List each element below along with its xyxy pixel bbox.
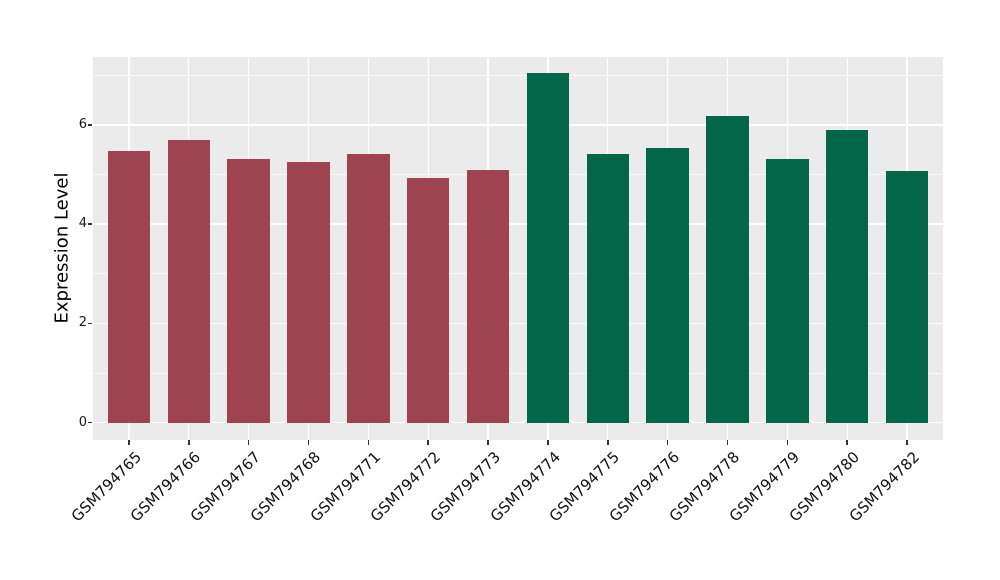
y-tick-label: 0	[78, 414, 87, 430]
x-tick-mark	[367, 440, 370, 445]
major-gridline	[93, 124, 943, 126]
x-tick-mark	[128, 440, 130, 445]
x-tick-mark	[188, 440, 190, 445]
y-tick-mark	[88, 223, 92, 225]
bar-GSM794780	[825, 129, 869, 423]
minor-gridline	[93, 174, 943, 176]
x-tick-mark	[786, 440, 789, 445]
plot-panel	[93, 57, 943, 440]
x-tick-mark	[607, 440, 609, 445]
x-tick-mark	[307, 440, 310, 445]
x-tick-mark	[726, 440, 729, 445]
x-tick-mark	[906, 440, 908, 445]
bar-GSM794765	[107, 150, 151, 423]
minor-gridline	[93, 372, 943, 374]
bar-GSM794779	[766, 159, 809, 423]
y-tick-label: 2	[78, 315, 87, 331]
bar-GSM794767	[227, 158, 270, 423]
bar-GSM794773	[466, 170, 510, 423]
minor-gridline	[93, 74, 943, 76]
bar-GSM794768	[287, 162, 330, 423]
y-tick-mark	[88, 421, 92, 424]
bar-GSM794766	[167, 139, 211, 423]
minor-gridline	[93, 273, 943, 275]
bar-GSM794778	[706, 116, 749, 423]
y-tick-label: 4	[78, 216, 87, 232]
y-tick-mark	[88, 124, 92, 126]
x-tick-mark	[547, 440, 549, 445]
bar-GSM794774	[526, 72, 570, 423]
major-gridline	[93, 421, 943, 424]
y-tick-label: 6	[78, 116, 87, 132]
major-gridline	[93, 322, 943, 325]
x-tick-mark	[427, 440, 429, 445]
y-axis-title: Expression Level	[51, 172, 73, 324]
bar-GSM794772	[406, 178, 450, 423]
x-tick-mark	[487, 440, 489, 445]
x-tick-mark	[247, 440, 250, 445]
bar-GSM794775	[586, 153, 630, 423]
x-tick-mark	[846, 440, 848, 445]
x-tick-mark	[666, 440, 669, 445]
bar-GSM794776	[646, 148, 689, 423]
major-gridline	[93, 223, 943, 225]
bar-GSM794782	[885, 170, 929, 423]
bar-GSM794771	[347, 153, 390, 423]
y-tick-mark	[88, 322, 92, 325]
